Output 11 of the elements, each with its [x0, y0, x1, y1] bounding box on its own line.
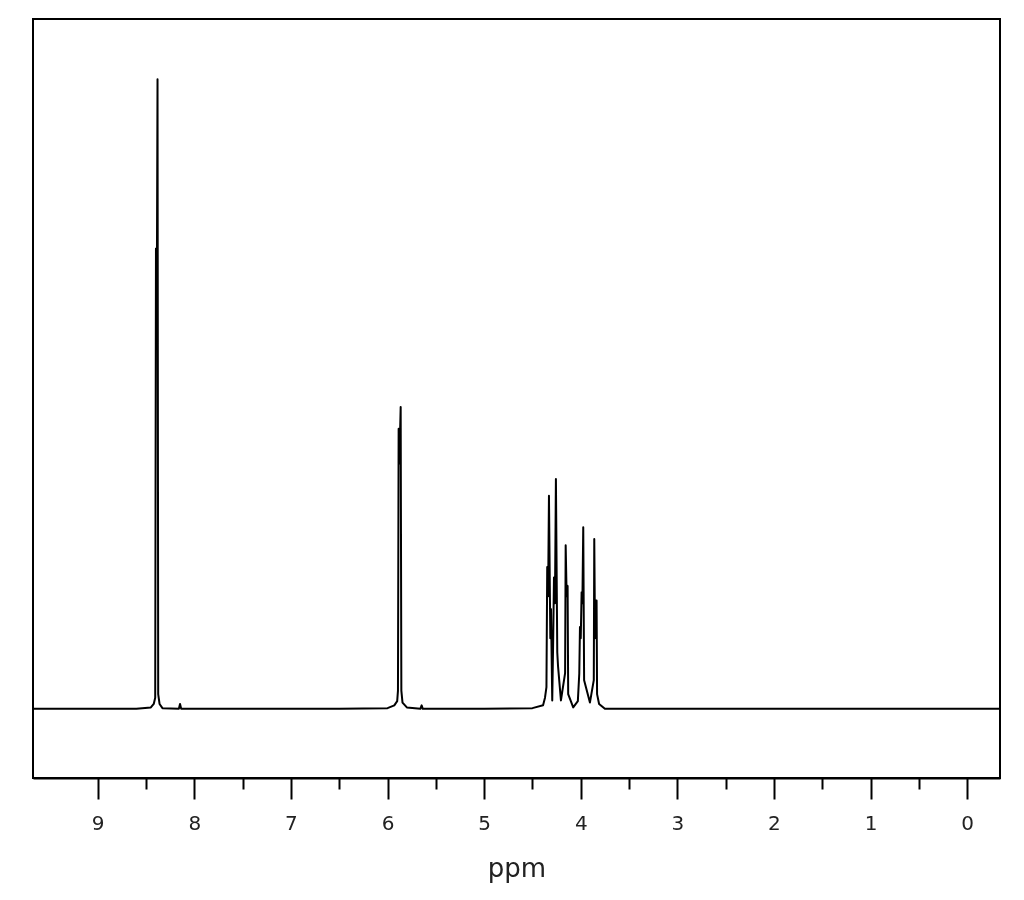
x-tick-label: 8	[188, 810, 202, 835]
x-tick-label: 4	[574, 810, 588, 835]
x-tick-label: 6	[381, 810, 395, 835]
x-axis-title: ppm	[487, 852, 547, 883]
x-tick-label: 5	[478, 810, 492, 835]
x-tick-label: 2	[768, 810, 781, 835]
x-tick-label: 0	[961, 810, 975, 835]
x-tick-label: 3	[671, 810, 685, 835]
x-tick-label: 9	[91, 810, 105, 835]
x-tick-label: 1	[864, 810, 878, 835]
x-tick-label: 7	[285, 810, 298, 835]
